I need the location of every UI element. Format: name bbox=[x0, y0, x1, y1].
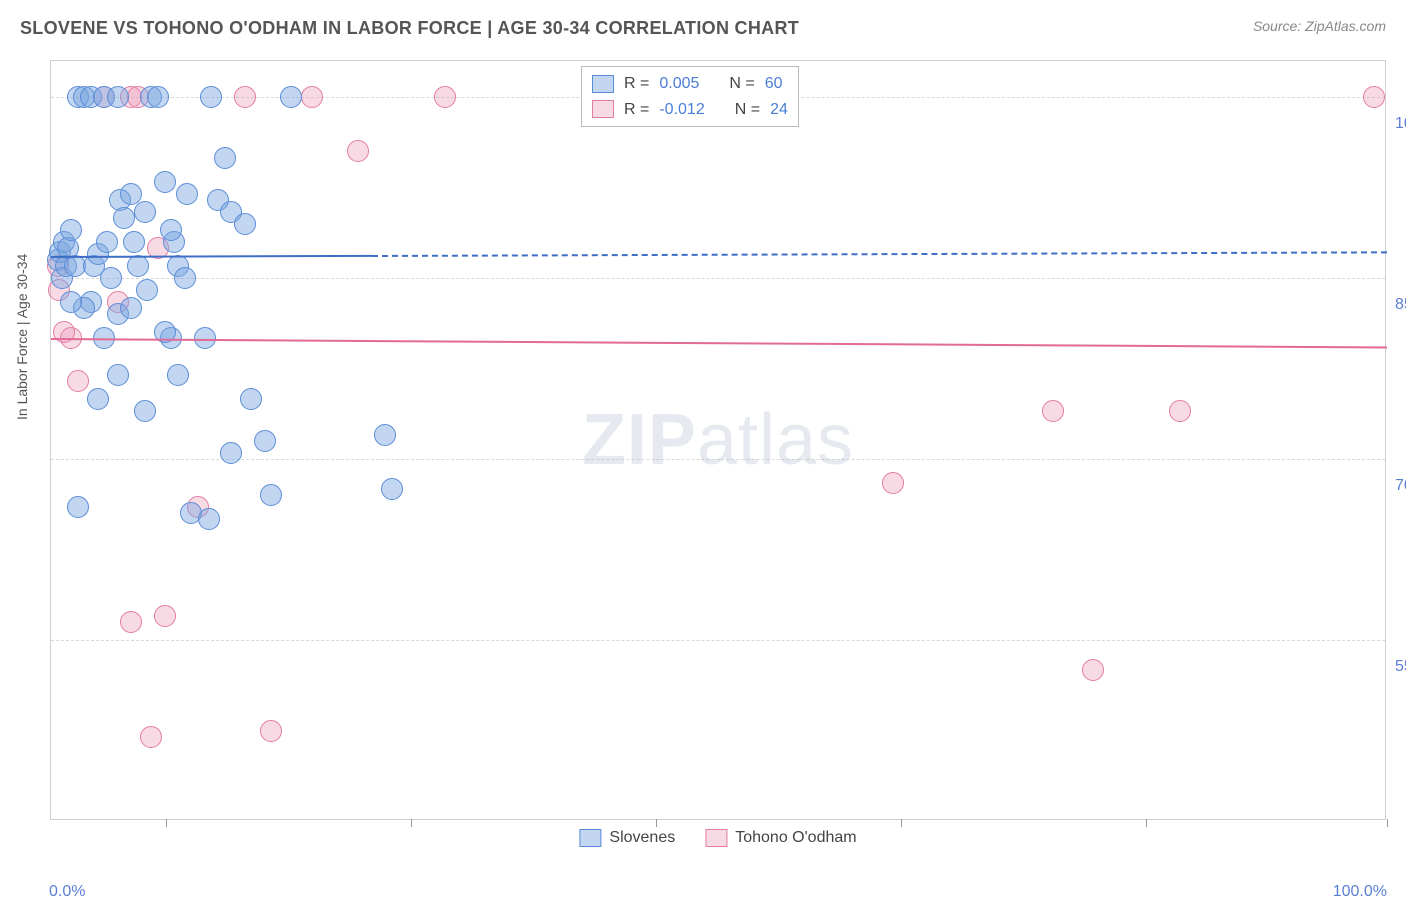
data-point-blue bbox=[234, 213, 256, 235]
x-tick bbox=[901, 819, 902, 827]
swatch-blue-icon bbox=[592, 75, 614, 93]
gridline bbox=[51, 459, 1385, 460]
trend-line bbox=[51, 338, 1387, 348]
data-point-blue bbox=[176, 183, 198, 205]
data-point-pink bbox=[234, 86, 256, 108]
data-point-blue bbox=[198, 508, 220, 530]
y-tick-label: 70.0% bbox=[1395, 477, 1406, 495]
swatch-pink-icon bbox=[705, 829, 727, 847]
data-point-pink bbox=[67, 370, 89, 392]
data-point-blue bbox=[381, 478, 403, 500]
x-tick bbox=[166, 819, 167, 827]
data-point-pink bbox=[120, 611, 142, 633]
legend-row-blue: R = 0.005 N = 60 bbox=[592, 71, 788, 97]
data-point-blue bbox=[374, 424, 396, 446]
data-point-blue bbox=[60, 291, 82, 313]
data-point-pink bbox=[154, 605, 176, 627]
data-point-blue bbox=[167, 364, 189, 386]
n-value-blue: 60 bbox=[765, 71, 783, 97]
y-axis-label: In Labor Force | Age 30-34 bbox=[14, 254, 30, 420]
x-tick bbox=[656, 819, 657, 827]
data-point-pink bbox=[1082, 659, 1104, 681]
data-point-blue bbox=[136, 279, 158, 301]
gridline bbox=[51, 278, 1385, 279]
y-tick-label: 55.0% bbox=[1395, 658, 1406, 676]
legend-row-pink: R = -0.012 N = 24 bbox=[592, 97, 788, 123]
data-point-blue bbox=[60, 219, 82, 241]
legend-item-blue: Slovenes bbox=[579, 829, 675, 847]
legend-item-pink: Tohono O'odham bbox=[705, 829, 856, 847]
data-point-pink bbox=[1363, 86, 1385, 108]
data-point-blue bbox=[123, 231, 145, 253]
source-value: ZipAtlas.com bbox=[1305, 18, 1386, 34]
y-tick-label: 85.0% bbox=[1395, 296, 1406, 314]
source-attribution: Source: ZipAtlas.com bbox=[1253, 18, 1386, 34]
data-point-blue bbox=[280, 86, 302, 108]
data-point-blue bbox=[134, 400, 156, 422]
data-point-pink bbox=[140, 726, 162, 748]
data-point-blue bbox=[214, 147, 236, 169]
data-point-blue bbox=[127, 255, 149, 277]
correlation-legend: R = 0.005 N = 60 R = -0.012 N = 24 bbox=[581, 66, 799, 127]
swatch-pink-icon bbox=[592, 100, 614, 118]
data-point-pink bbox=[260, 720, 282, 742]
x-tick-max: 100.0% bbox=[1333, 883, 1387, 901]
data-point-blue bbox=[260, 484, 282, 506]
data-point-pink bbox=[882, 472, 904, 494]
r-value-pink: -0.012 bbox=[659, 97, 704, 123]
series-legend: Slovenes Tohono O'odham bbox=[579, 829, 856, 847]
data-point-pink bbox=[301, 86, 323, 108]
data-point-blue bbox=[100, 267, 122, 289]
data-point-blue bbox=[113, 207, 135, 229]
x-tick bbox=[1146, 819, 1147, 827]
data-point-blue bbox=[87, 388, 109, 410]
data-point-blue bbox=[107, 86, 129, 108]
source-label: Source: bbox=[1253, 18, 1305, 34]
data-point-blue bbox=[220, 442, 242, 464]
data-point-pink bbox=[1169, 400, 1191, 422]
gridline bbox=[51, 640, 1385, 641]
data-point-blue bbox=[120, 297, 142, 319]
data-point-blue bbox=[107, 364, 129, 386]
data-point-blue bbox=[134, 201, 156, 223]
data-point-blue bbox=[200, 86, 222, 108]
x-tick bbox=[1387, 819, 1388, 827]
legend-label-pink: Tohono O'odham bbox=[735, 829, 856, 847]
trend-line bbox=[372, 252, 1387, 258]
r-label: R = bbox=[624, 71, 649, 97]
data-point-blue bbox=[174, 267, 196, 289]
n-label: N = bbox=[735, 97, 760, 123]
data-point-pink bbox=[347, 140, 369, 162]
n-label: N = bbox=[729, 71, 754, 97]
data-point-blue bbox=[240, 388, 262, 410]
data-point-blue bbox=[154, 171, 176, 193]
data-point-blue bbox=[67, 496, 89, 518]
x-tick bbox=[411, 819, 412, 827]
r-label: R = bbox=[624, 97, 649, 123]
swatch-blue-icon bbox=[579, 829, 601, 847]
data-point-blue bbox=[160, 219, 182, 241]
data-point-blue bbox=[254, 430, 276, 452]
n-value-pink: 24 bbox=[770, 97, 788, 123]
data-point-blue bbox=[96, 231, 118, 253]
x-tick-min: 0.0% bbox=[49, 883, 85, 901]
data-point-pink bbox=[434, 86, 456, 108]
data-point-blue bbox=[147, 86, 169, 108]
chart-title: SLOVENE VS TOHONO O'ODHAM IN LABOR FORCE… bbox=[20, 18, 799, 39]
r-value-blue: 0.005 bbox=[659, 71, 699, 97]
legend-label-blue: Slovenes bbox=[609, 829, 675, 847]
data-point-pink bbox=[1042, 400, 1064, 422]
chart-plot-area: 55.0%70.0%85.0%100.0% ZIPatlas R = 0.005… bbox=[50, 60, 1386, 820]
y-tick-label: 100.0% bbox=[1395, 115, 1406, 133]
